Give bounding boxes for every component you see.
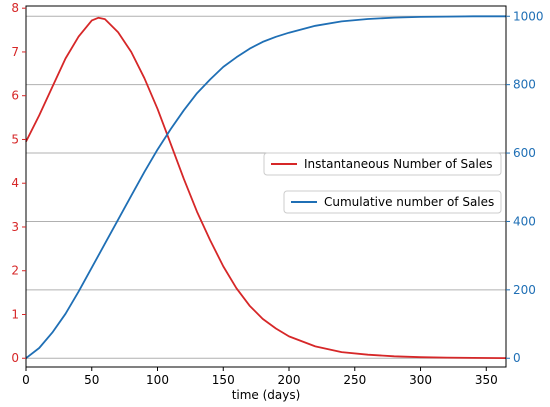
right-y-tick-label: 1000	[513, 9, 544, 23]
right-y-axis: 0 200 400 600 800 1000	[506, 9, 544, 365]
legend-box	[263, 152, 502, 176]
series-line-cumulative	[25, 15, 506, 359]
left-y-tick-label: 5	[11, 132, 19, 146]
left-y-tick-label: 2	[11, 264, 19, 278]
x-tick-label: 350	[475, 373, 498, 387]
left-y-axis: 0 1 2 3 4 5 6 7 8	[11, 1, 26, 365]
x-tick-label: 300	[409, 373, 432, 387]
left-y-tick-label: 7	[11, 45, 19, 59]
right-y-tick-label: 600	[513, 146, 536, 160]
x-tick-label: 50	[84, 373, 99, 387]
legend-instantaneous: Instantaneous Number of Sales	[263, 152, 502, 176]
legend-box	[283, 190, 502, 214]
x-tick-label: 250	[343, 373, 366, 387]
left-y-tick-label: 3	[11, 220, 19, 234]
legend-label-cumulative: Cumulative number of Sales	[324, 195, 494, 209]
x-tick-label: 150	[212, 373, 235, 387]
grid	[26, 15, 506, 359]
x-axis: 0 50 100 150 200 250 300 350	[22, 367, 498, 387]
series-layer	[25, 15, 507, 359]
right-y-tick-label: 800	[513, 78, 536, 92]
left-y-tick-label: 8	[11, 1, 19, 15]
left-y-tick-label: 0	[11, 351, 19, 365]
axes-frame	[25, 5, 507, 368]
x-tick-label: 200	[278, 373, 301, 387]
right-y-tick-label: 400	[513, 214, 536, 228]
right-y-tick-label: 200	[513, 283, 536, 297]
x-tick-label: 100	[146, 373, 169, 387]
legend-label-instantaneous: Instantaneous Number of Sales	[304, 157, 492, 171]
legend-cumulative: Cumulative number of Sales	[283, 190, 502, 214]
left-y-tick-label: 6	[11, 89, 19, 103]
x-tick-label: 0	[22, 373, 30, 387]
left-y-tick-label: 4	[11, 176, 19, 190]
x-axis-label: time (days)	[232, 388, 301, 402]
series-line-instantaneous	[25, 16, 507, 359]
right-y-tick-label: 0	[513, 351, 521, 365]
left-y-tick-label: 1	[11, 307, 19, 321]
